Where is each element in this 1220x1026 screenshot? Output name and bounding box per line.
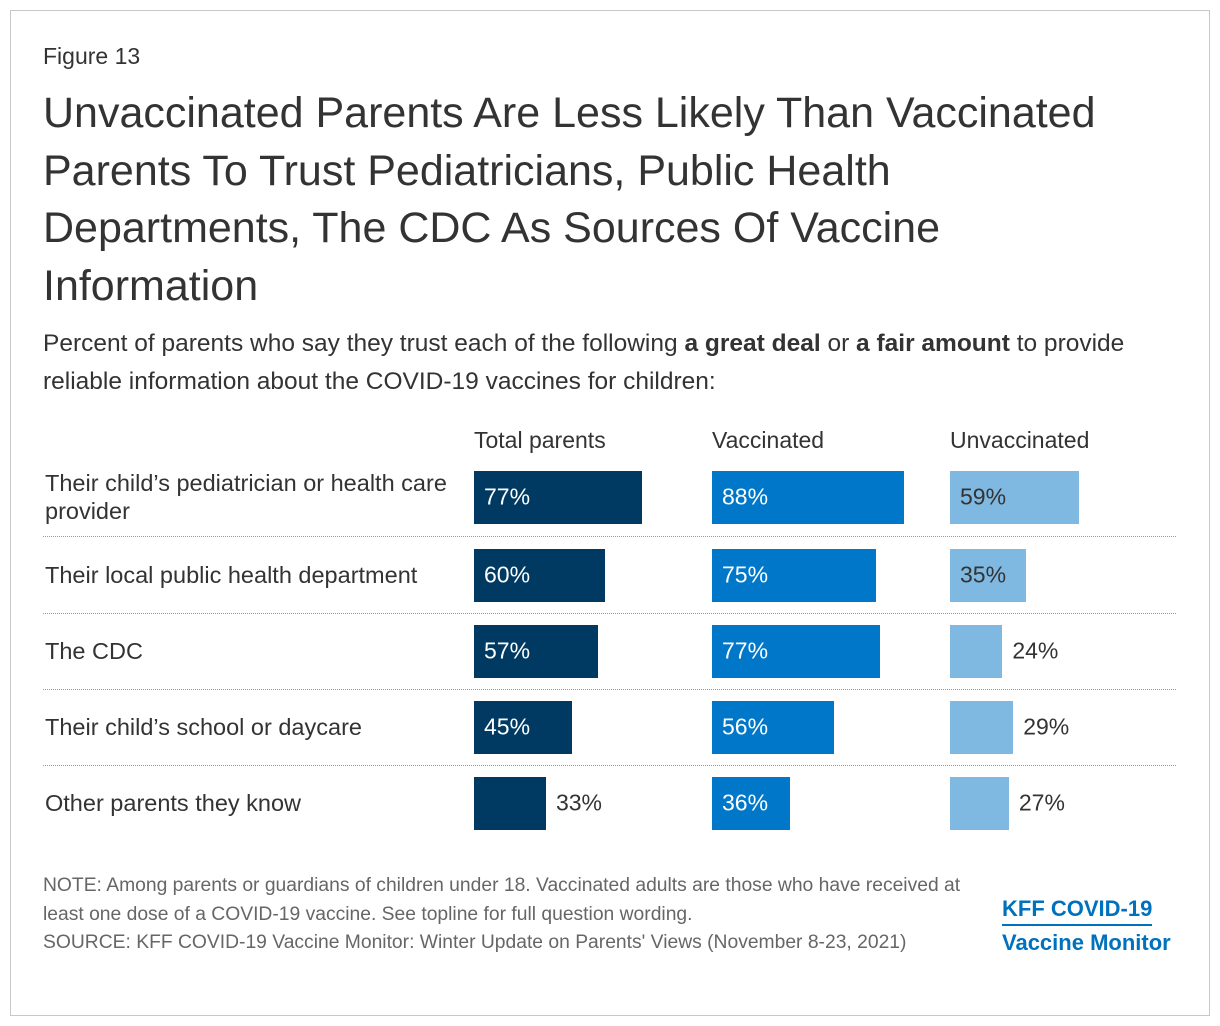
bar [950, 700, 1014, 754]
bar [950, 624, 1003, 678]
row-separator [43, 536, 1176, 537]
value-label: 57% [484, 637, 531, 664]
frame [10, 10, 1210, 1016]
chart-title: Unvaccinated Parents Are Less Likely Tha… [43, 89, 1096, 310]
value-label: 27% [1018, 789, 1065, 816]
bar [712, 470, 904, 524]
row-separator [43, 613, 1176, 614]
category-label: Other parents they know [45, 790, 302, 816]
value-label: 77% [722, 637, 769, 664]
bar [950, 470, 1079, 524]
value-label: 45% [484, 713, 531, 740]
row-separator [43, 765, 1176, 766]
value-label: 75% [722, 561, 769, 588]
subtitle-bold: a great deal [684, 330, 821, 357]
value-label: 77% [484, 483, 531, 510]
subtitle-text: or [820, 330, 857, 357]
subtitle-text: to provide reliable information about th… [43, 330, 1125, 395]
value-label: 29% [1023, 713, 1070, 740]
bar [474, 470, 642, 524]
column-header: Unvaccinated [950, 427, 1090, 453]
source: SOURCE: KFF COVID-19 Vaccine Monitor: Wi… [43, 932, 907, 953]
bar [712, 548, 876, 602]
value-label: 56% [722, 713, 769, 740]
value-label: 33% [555, 789, 602, 816]
bar [712, 624, 880, 678]
column-header: Total parents [474, 427, 606, 453]
bar [712, 700, 835, 754]
logo-line: Vaccine Monitor [1002, 930, 1171, 955]
category-label: Their local public health department [45, 562, 418, 588]
value-label: 59% [960, 483, 1007, 510]
bar [950, 776, 1009, 830]
bar [474, 548, 605, 602]
subtitle-bold: a fair amount [856, 330, 1010, 357]
bar [712, 776, 791, 830]
value-label: 24% [1012, 637, 1059, 664]
value-label: 88% [722, 483, 769, 510]
category-label: The CDC [45, 638, 143, 664]
value-label: 60% [484, 561, 531, 588]
column-header: Vaccinated [712, 427, 825, 453]
bar [474, 700, 573, 754]
figure-label: Figure 13 [43, 43, 141, 69]
category-label: Their child’s school or daycare [45, 714, 362, 740]
subtitle-text: Percent of parents who say they trust ea… [43, 330, 685, 357]
row-separator [43, 689, 1176, 690]
category-label: Their child’s pediatrician or health car… [45, 470, 447, 524]
logo: KFF COVID-19 Vaccine Monitor [1002, 892, 1171, 960]
value-label: 35% [960, 561, 1007, 588]
value-label: 36% [722, 789, 769, 816]
bar [950, 548, 1027, 602]
logo-line: KFF COVID-19 [1002, 894, 1153, 926]
note: NOTE: Among parents or guardians of chil… [43, 875, 961, 925]
subtitle: Percent of parents who say they trust ea… [43, 325, 1173, 401]
notes: NOTE: Among parents or guardians of chil… [43, 872, 978, 958]
bar [474, 624, 599, 678]
bar [474, 776, 546, 830]
